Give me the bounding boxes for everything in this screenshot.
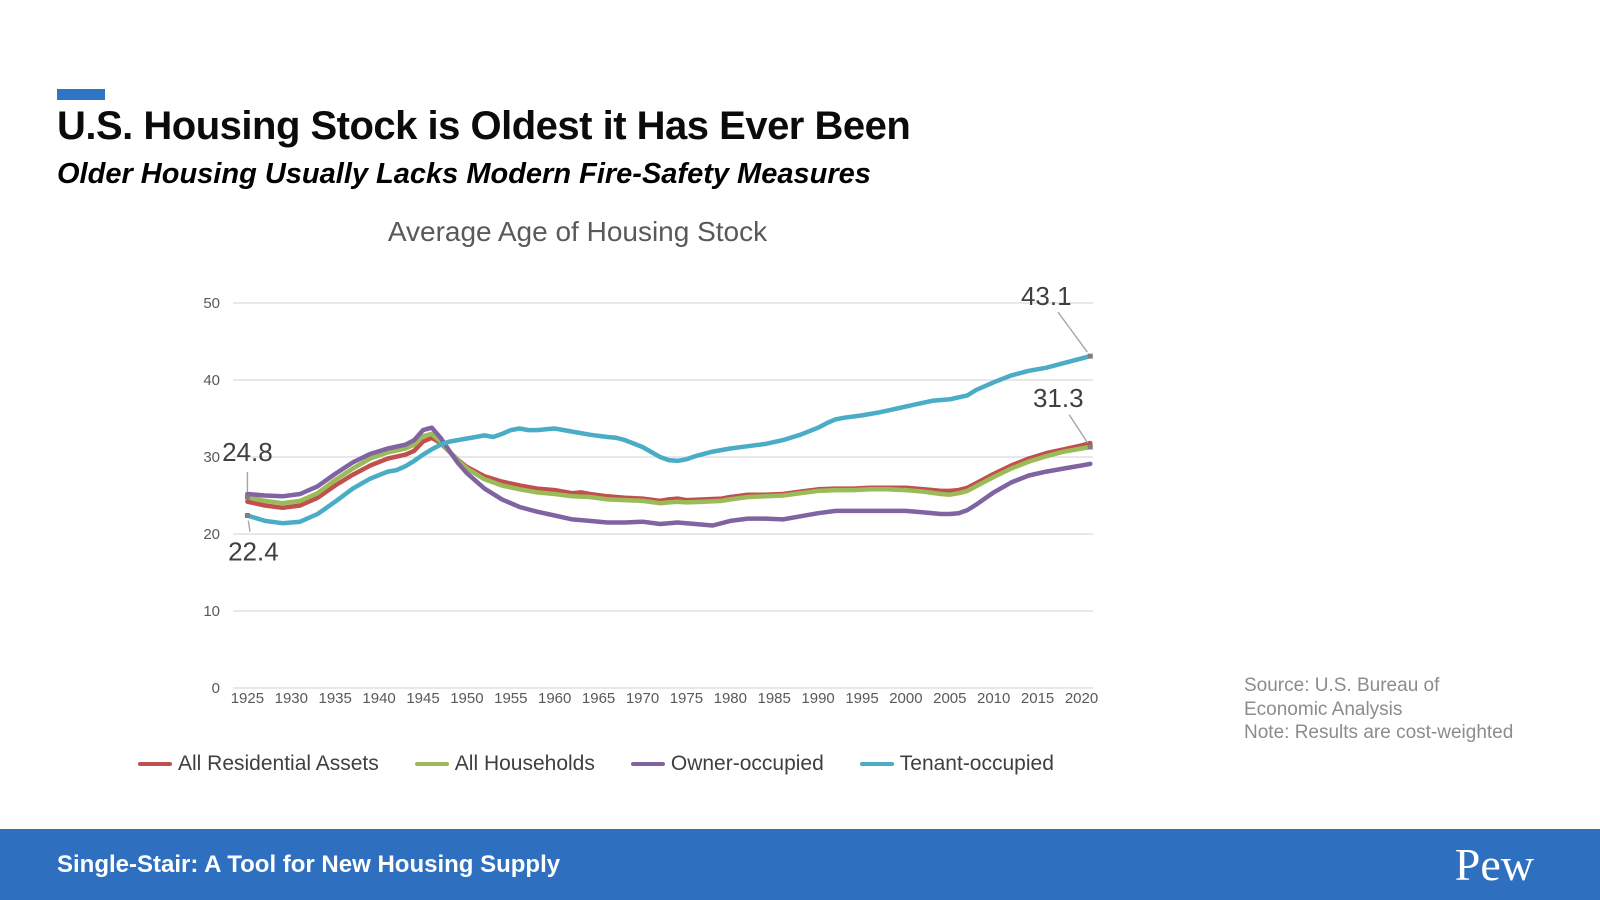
series-line-owner-occupied — [245, 425, 1093, 528]
y-tick-label: 30 — [203, 449, 220, 466]
x-tick-label: 1955 — [494, 690, 527, 707]
annotation-marker — [244, 494, 250, 500]
x-tick-label: 1980 — [714, 690, 747, 707]
y-tick-label: 20 — [203, 526, 220, 543]
page-title: U.S. Housing Stock is Oldest it Has Ever… — [57, 104, 911, 148]
series-line-tenant-occupied — [245, 353, 1093, 526]
chart-title: Average Age of Housing Stock — [387, 216, 768, 247]
series-line-all-residential-assets — [245, 435, 1093, 511]
y-tick-label: 10 — [203, 603, 220, 620]
legend-label: All Households — [454, 752, 595, 775]
legend-swatch — [859, 761, 894, 767]
annotation-leader-line — [1057, 311, 1088, 353]
annotation-marker — [244, 513, 250, 519]
x-tick-label: 1970 — [626, 690, 659, 707]
source-note-line: Economic Analysis — [1244, 698, 1403, 720]
legend-swatch — [138, 761, 172, 767]
annotation-label: 24.8 — [222, 437, 273, 467]
legend-label: All Residential Assets — [178, 752, 379, 775]
x-tick-label: 1995 — [845, 690, 878, 707]
chart-legend: All Residential Assets All Households Owne… — [138, 752, 1054, 776]
source-note-line: Note: Results are cost-weighted — [1244, 722, 1514, 743]
y-tick-label: 50 — [203, 295, 220, 312]
pew-logo: Pew — [1454, 839, 1534, 890]
annotation-label: 43.1 — [1021, 281, 1072, 311]
x-tick-label: 1930 — [275, 690, 308, 707]
x-tick-label: 1945 — [406, 690, 439, 707]
legend-swatch — [630, 761, 665, 767]
source-note: Source: U.S. Bureau of Economic Analysis… — [1244, 674, 1544, 745]
x-tick-label: 2010 — [977, 690, 1010, 707]
x-tick-label: 1960 — [538, 690, 571, 707]
annotation-marker — [1087, 444, 1093, 450]
y-tick-label: 40 — [203, 372, 220, 389]
annotation-leader-line — [247, 520, 251, 532]
x-tick-label: 2015 — [1021, 690, 1054, 707]
line-chart: 0 10 20 30 40 50 1925 1930 1935 1940 1945 1950 1955 1… — [203, 281, 1098, 707]
page-subtitle: Older Housing Usually Lacks Modern Fire-… — [57, 158, 871, 190]
accent-bar — [57, 89, 105, 100]
legend-item-owner-occupied: Owner-occupied — [630, 752, 824, 776]
annotation-label: 22.4 — [228, 537, 279, 567]
x-tick-label: 2020 — [1065, 690, 1098, 707]
x-tick-label: 1935 — [319, 690, 352, 707]
x-tick-label: 1975 — [670, 690, 703, 707]
legend-item-all-households: All Households — [414, 752, 595, 776]
legend-item-tenant-occupied: Tenant-occupied — [859, 752, 1054, 776]
x-tick-label: 1990 — [801, 690, 834, 707]
legend-label: Tenant-occupied — [899, 752, 1054, 775]
x-tick-label: 1940 — [362, 690, 395, 707]
legend-swatch — [414, 761, 449, 767]
source-note-line: Source: U.S. Bureau of — [1244, 675, 1440, 696]
footer-bar: Single-Stair: A Tool for New Housing Sup… — [0, 829, 1600, 900]
legend-item-all-residential-assets: All Residential Assets — [138, 752, 379, 776]
x-tick-label: 2005 — [933, 690, 966, 707]
legend-label: Owner-occupied — [670, 752, 824, 775]
x-tick-label: 2000 — [889, 690, 922, 707]
x-tick-label: 1950 — [450, 690, 483, 707]
annotation-marker — [1087, 353, 1093, 359]
series-line-all-households — [245, 431, 1093, 506]
annotation-leader-line — [1068, 414, 1089, 444]
annotation-label: 31.3 — [1033, 383, 1084, 413]
footer-title: Single-Stair: A Tool for New Housing Sup… — [57, 850, 561, 878]
x-tick-label: 1985 — [758, 690, 791, 707]
y-tick-label: 0 — [212, 680, 220, 697]
x-tick-label: 1965 — [582, 690, 615, 707]
x-tick-label: 1925 — [231, 690, 264, 707]
